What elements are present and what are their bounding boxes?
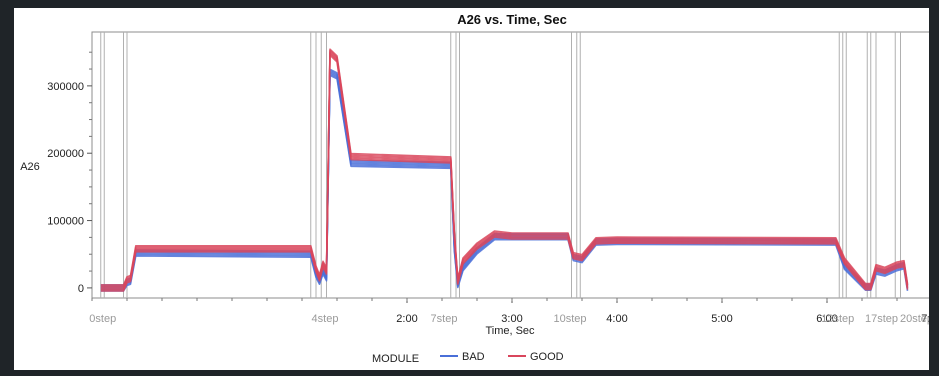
plot-area bbox=[91, 31, 933, 299]
y-axis: 0 100000 200000 300000 bbox=[47, 51, 92, 295]
x-tick-label: 4:00 bbox=[606, 313, 627, 325]
y-tick-label: 0 bbox=[78, 283, 84, 295]
step-labels: 0step 4step 7step 10step 13step 17step 20step bbox=[89, 313, 933, 325]
y-tick-label: 200000 bbox=[47, 148, 84, 160]
chart-title: A26 vs. Time, Sec bbox=[457, 12, 567, 27]
y-tick-label: 300000 bbox=[47, 81, 84, 93]
x-axis-label: Time, Sec bbox=[485, 325, 535, 337]
x-tick-label: 2:00 bbox=[396, 313, 417, 325]
step-label-17step: 17step bbox=[865, 313, 898, 325]
step-label-10step: 10step bbox=[553, 313, 586, 325]
step-label-20step: 20step bbox=[900, 313, 933, 325]
window-edge-bottom bbox=[0, 370, 939, 376]
x-tick-label: 6:00 bbox=[816, 313, 837, 325]
legend-title: MODULE bbox=[372, 353, 419, 365]
series-layer bbox=[100, 48, 909, 292]
window-edge-left bbox=[0, 0, 14, 376]
x-tick-label: 5:00 bbox=[711, 313, 732, 325]
legend: MODULE BAD GOOD bbox=[372, 351, 564, 365]
window-edge-right bbox=[929, 0, 939, 376]
legend-label-good: GOOD bbox=[530, 351, 564, 363]
y-tick-label: 100000 bbox=[47, 216, 84, 228]
window-edge-top bbox=[0, 0, 939, 8]
series-good bbox=[100, 48, 909, 292]
series-line-good-4 bbox=[100, 54, 909, 292]
step-label-13step: 13step bbox=[821, 313, 854, 325]
step-label-4step: 4step bbox=[312, 313, 339, 325]
step-label-0step: 0step bbox=[89, 313, 116, 325]
y-axis-label: A26 bbox=[20, 161, 40, 173]
legend-label-bad: BAD bbox=[462, 351, 485, 363]
x-tick-label: 3:00 bbox=[501, 313, 522, 325]
step-label-7step: 7step bbox=[431, 313, 458, 325]
x-axis: 2:003:004:005:006:007:00 bbox=[91, 298, 939, 325]
